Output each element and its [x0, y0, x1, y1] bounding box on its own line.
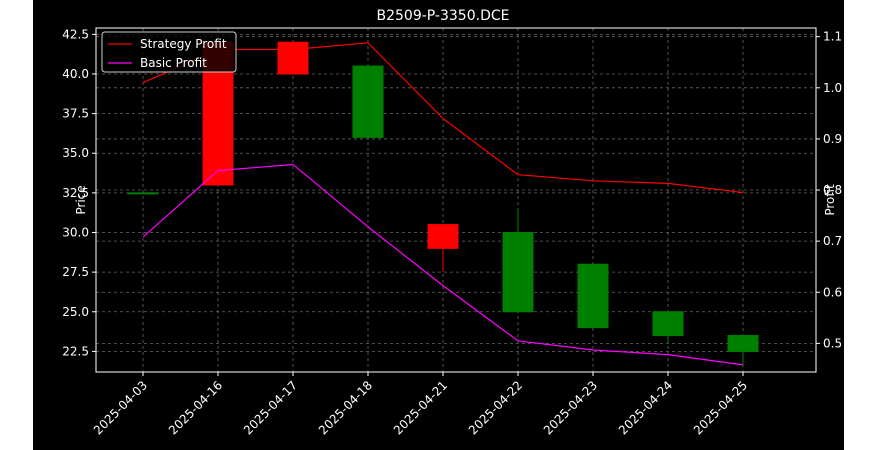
x-tick-label: 2025-04-25 [691, 378, 750, 437]
chart-title: B2509-P-3350.DCE [377, 8, 510, 24]
legend-box [101, 31, 237, 73]
x-tick-label: 2025-04-22 [466, 378, 525, 437]
y2-tick-label: 0.9 [823, 132, 842, 146]
chart-figure: B2509-P-3350.DCE 22.5 25.0 27.5 30.0 32.5 35.… [33, 0, 844, 450]
x-tick-label: 2025-04-24 [616, 378, 675, 437]
x-tick-label: 2025-04-23 [541, 378, 600, 437]
y2-tick-label: 1.0 [823, 81, 842, 95]
legend-label: Strategy Profit [140, 37, 227, 51]
chart-svg: B2509-P-3350.DCE 22.5 25.0 27.5 30.0 32.5 35.… [62, 8, 842, 437]
y-tick-label: 37.5 [62, 107, 89, 121]
y-tick-label: 35.0 [62, 146, 89, 160]
candle-body [127, 192, 159, 195]
candle-body [652, 311, 684, 337]
candle-body [277, 41, 309, 75]
y-tick-label: 22.5 [62, 344, 89, 358]
y-tick-label: 27.5 [62, 265, 89, 279]
y2-tick-label: 0.6 [823, 285, 842, 299]
y2-tick-label: 0.7 [823, 234, 842, 248]
y-tick-label: 42.5 [62, 27, 89, 41]
series-line-1 [142, 163, 744, 366]
candle-body [727, 335, 759, 352]
candle-body [577, 263, 609, 329]
y2-tick-label: 0.8 [823, 183, 842, 197]
line-layer [142, 42, 744, 366]
x-tick-label: 2025-04-17 [241, 378, 300, 437]
x-tick-label: 2025-04-18 [316, 378, 375, 437]
y2-axis-label: Profit [823, 184, 837, 216]
candle-body [352, 65, 384, 138]
y-tick-label: 32.5 [62, 186, 89, 200]
y-axis-label: Price [74, 185, 88, 214]
x-tick-label: 2025-04-16 [166, 378, 225, 437]
legend-label: Basic Profit [140, 56, 207, 70]
x-tick-label: 2025-04-03 [91, 378, 150, 437]
y-tick-label: 40.0 [62, 67, 89, 81]
candle-body [427, 224, 459, 249]
series-line-0 [142, 42, 744, 194]
y-tick-label: 30.0 [62, 225, 89, 239]
candle-layer [127, 41, 759, 368]
y2-tick-label: 1.1 [823, 30, 842, 44]
x-tick-label: 2025-04-21 [391, 378, 450, 437]
y2-tick-label: 0.5 [823, 336, 842, 350]
candle-body [502, 231, 534, 313]
plot-frame [95, 27, 817, 373]
legend: Strategy Profit Basic Profit [101, 31, 237, 73]
y-tick-label: 25.0 [62, 305, 89, 319]
